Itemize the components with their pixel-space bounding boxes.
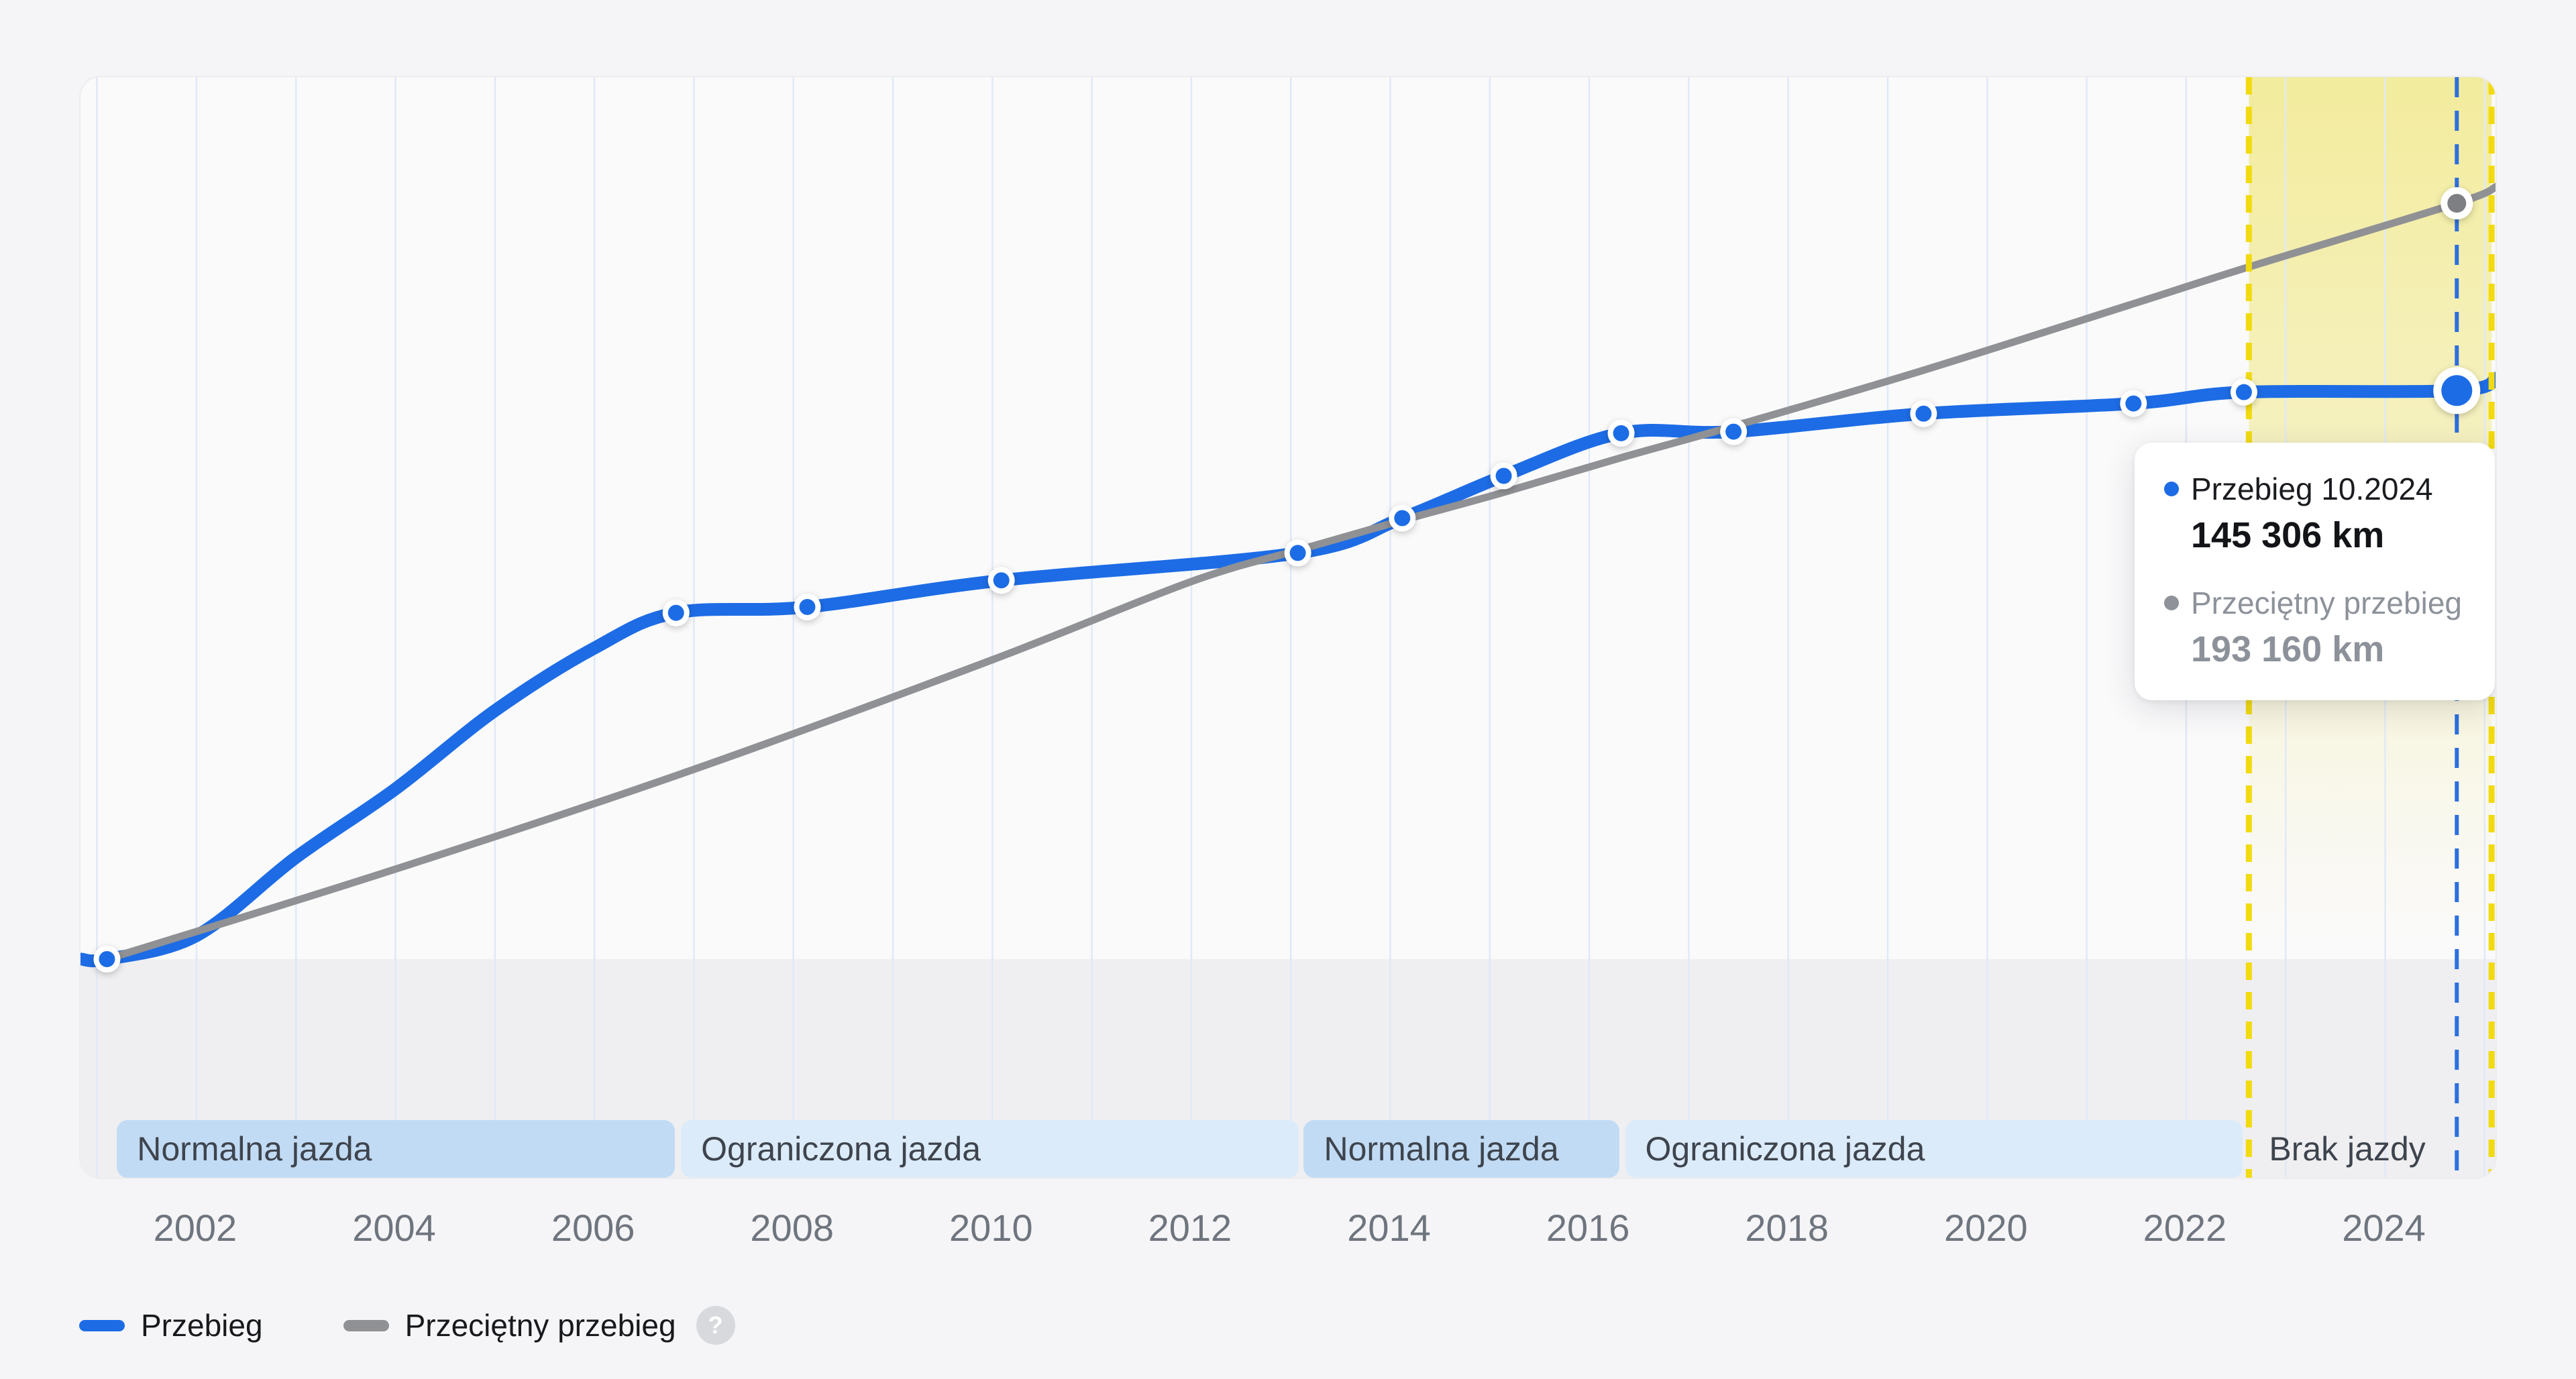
period-band-normalna-jazda: Normalna jazda <box>117 1120 676 1178</box>
dot-core <box>1915 405 1932 422</box>
dot-core <box>1495 467 1512 484</box>
x-tick-label: 2012 <box>1148 1207 1232 1249</box>
x-tick-label: 2008 <box>750 1207 834 1249</box>
x-tick-label: 2010 <box>949 1207 1033 1249</box>
dot-core <box>2235 384 2252 400</box>
x-tick-label: 2006 <box>551 1207 635 1249</box>
tooltip-mileage-value: 145 306 km <box>2191 515 2385 555</box>
dot-core <box>2447 194 2467 213</box>
dot-core <box>99 951 115 967</box>
mileage-line-swatch-icon <box>79 1319 125 1331</box>
dot-core <box>667 604 684 621</box>
tooltip-average-value: 193 160 km <box>2191 629 2385 669</box>
period-band-ograniczona-jazda: Ograniczona jazda <box>1625 1120 2243 1178</box>
dot-core <box>993 572 1010 589</box>
driving-period-bands: Normalna jazda Ograniczona jazda Normalna … <box>80 1120 2496 1178</box>
x-tick-label: 2024 <box>2342 1207 2426 1249</box>
mileage-line <box>80 372 2496 968</box>
legend-label-przebieg: Przebieg <box>141 1308 263 1343</box>
dot-core <box>1289 545 1306 561</box>
x-tick-label: 2016 <box>1546 1207 1630 1249</box>
period-band-normalna-jazda: Normalna jazda <box>1303 1120 1619 1178</box>
series-lines <box>80 182 2496 968</box>
legend: Przebieg Przeciętny przebieg ? <box>79 1300 735 1351</box>
x-axis: 2002 2004 2006 2008 2010 2012 2014 2016 2018 2020… <box>79 1206 2497 1253</box>
period-band-brak-jazdy: Brak jazdy <box>2269 1130 2426 1168</box>
legend-item-przecietny-przebieg[interactable]: Przeciętny przebieg <box>343 1307 676 1343</box>
x-tick-label: 2018 <box>1745 1207 1829 1249</box>
tooltip-average-label: Przeciętny przebieg <box>2191 586 2462 620</box>
mileage-chart-panel: Normalna jazda Ograniczona jazda Normalna … <box>79 76 2497 1179</box>
x-tick-label: 2020 <box>1944 1207 2028 1249</box>
dot-core <box>1394 510 1411 527</box>
dot-core <box>1725 423 1742 440</box>
x-tick-label: 2004 <box>352 1207 436 1249</box>
legend-label-przecietny-przebieg: Przeciętny przebieg <box>405 1308 676 1343</box>
dot-core <box>2125 395 2142 412</box>
average-line <box>103 182 2496 963</box>
x-tick-label: 2014 <box>1347 1207 1431 1249</box>
period-band-ograniczona-jazda: Ograniczona jazda <box>681 1120 1299 1178</box>
data-point-dots[interactable] <box>93 187 2481 973</box>
dot-core <box>799 598 816 615</box>
dot-core <box>1613 425 1629 441</box>
legend-item-przebieg[interactable]: Przebieg <box>79 1307 263 1343</box>
tooltip-average-dot-icon <box>2164 596 2179 610</box>
x-tick-label: 2002 <box>153 1207 237 1249</box>
average-line-swatch-icon <box>343 1319 389 1331</box>
x-tick-label: 2022 <box>2143 1207 2227 1249</box>
tooltip: Przebieg 10.2024 145 306 km Przeciętny p… <box>2135 443 2495 700</box>
dot-core <box>2441 375 2473 406</box>
tooltip-mileage-dot-icon <box>2164 482 2179 496</box>
help-icon[interactable]: ? <box>696 1306 735 1345</box>
tooltip-mileage-label: Przebieg 10.2024 <box>2191 472 2433 506</box>
